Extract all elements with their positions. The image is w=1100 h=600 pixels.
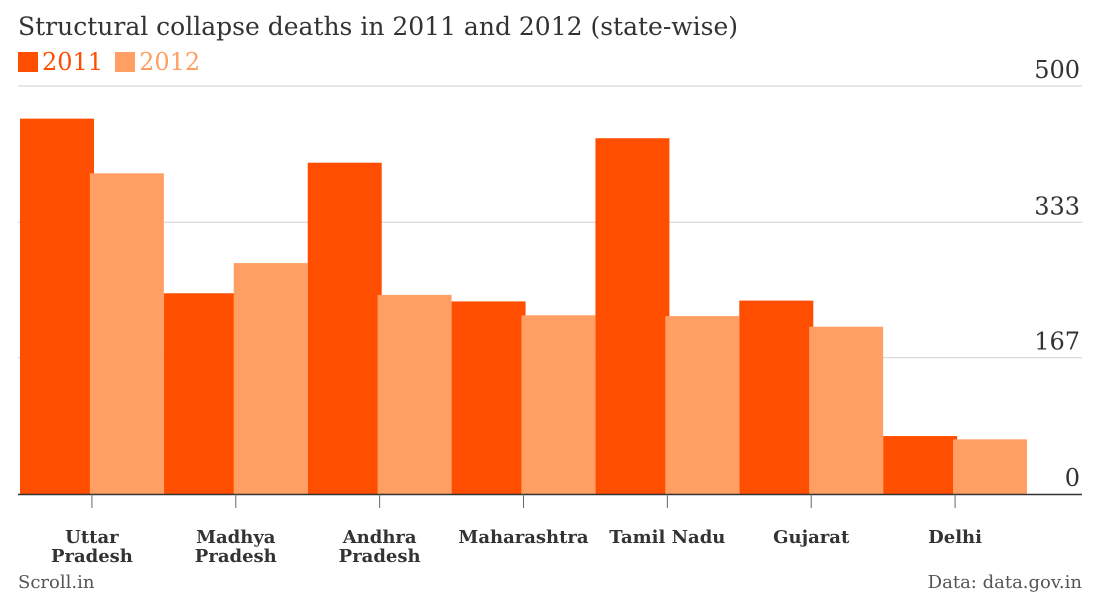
- bar-2011: [20, 118, 94, 494]
- x-tick-label: Andhra Pradesh: [339, 527, 421, 567]
- y-tick-label: 333: [1034, 192, 1080, 220]
- data-source: Data: data.gov.in: [927, 572, 1082, 593]
- bar-2012: [89, 173, 164, 494]
- bar-2012: [665, 316, 740, 494]
- bar-2011: [739, 300, 814, 494]
- legend-label-2011: 2011: [42, 48, 104, 76]
- y-tick-label: 0: [1065, 464, 1080, 492]
- legend-swatch-2012: [115, 52, 136, 72]
- bar-2011: [595, 138, 670, 494]
- x-tick-label: Delhi: [928, 527, 982, 548]
- x-tick-label: Madhya Pradesh: [195, 527, 277, 567]
- bar-2011: [307, 162, 382, 495]
- bar-2011: [451, 301, 526, 494]
- x-tick-label: Uttar Pradesh: [51, 527, 133, 567]
- bar-2011: [163, 293, 238, 494]
- legend-item-2012: 2012: [115, 48, 200, 76]
- bar-2012: [953, 439, 1027, 494]
- bar-2012: [377, 294, 452, 494]
- legend-swatch-2011: [18, 52, 38, 72]
- source-credit: Scroll.in: [18, 572, 95, 593]
- x-tick-label: Tamil Nadu: [609, 527, 725, 548]
- bar-2011: [883, 436, 958, 494]
- chart-title: Structural collapse deaths in 2011 and 2…: [18, 12, 739, 41]
- bar-2012: [521, 315, 596, 494]
- legend: 2011 2012: [18, 48, 212, 76]
- x-tick-label: Maharashtra: [458, 527, 589, 548]
- x-tick-label: Gujarat: [773, 527, 850, 548]
- legend-item-2011: 2011: [18, 48, 103, 76]
- legend-label-2012: 2012: [139, 48, 201, 76]
- bar-2012: [809, 326, 884, 494]
- bar-2012: [233, 263, 308, 494]
- y-tick-label: 167: [1034, 328, 1080, 356]
- y-tick-label: 500: [1034, 56, 1080, 84]
